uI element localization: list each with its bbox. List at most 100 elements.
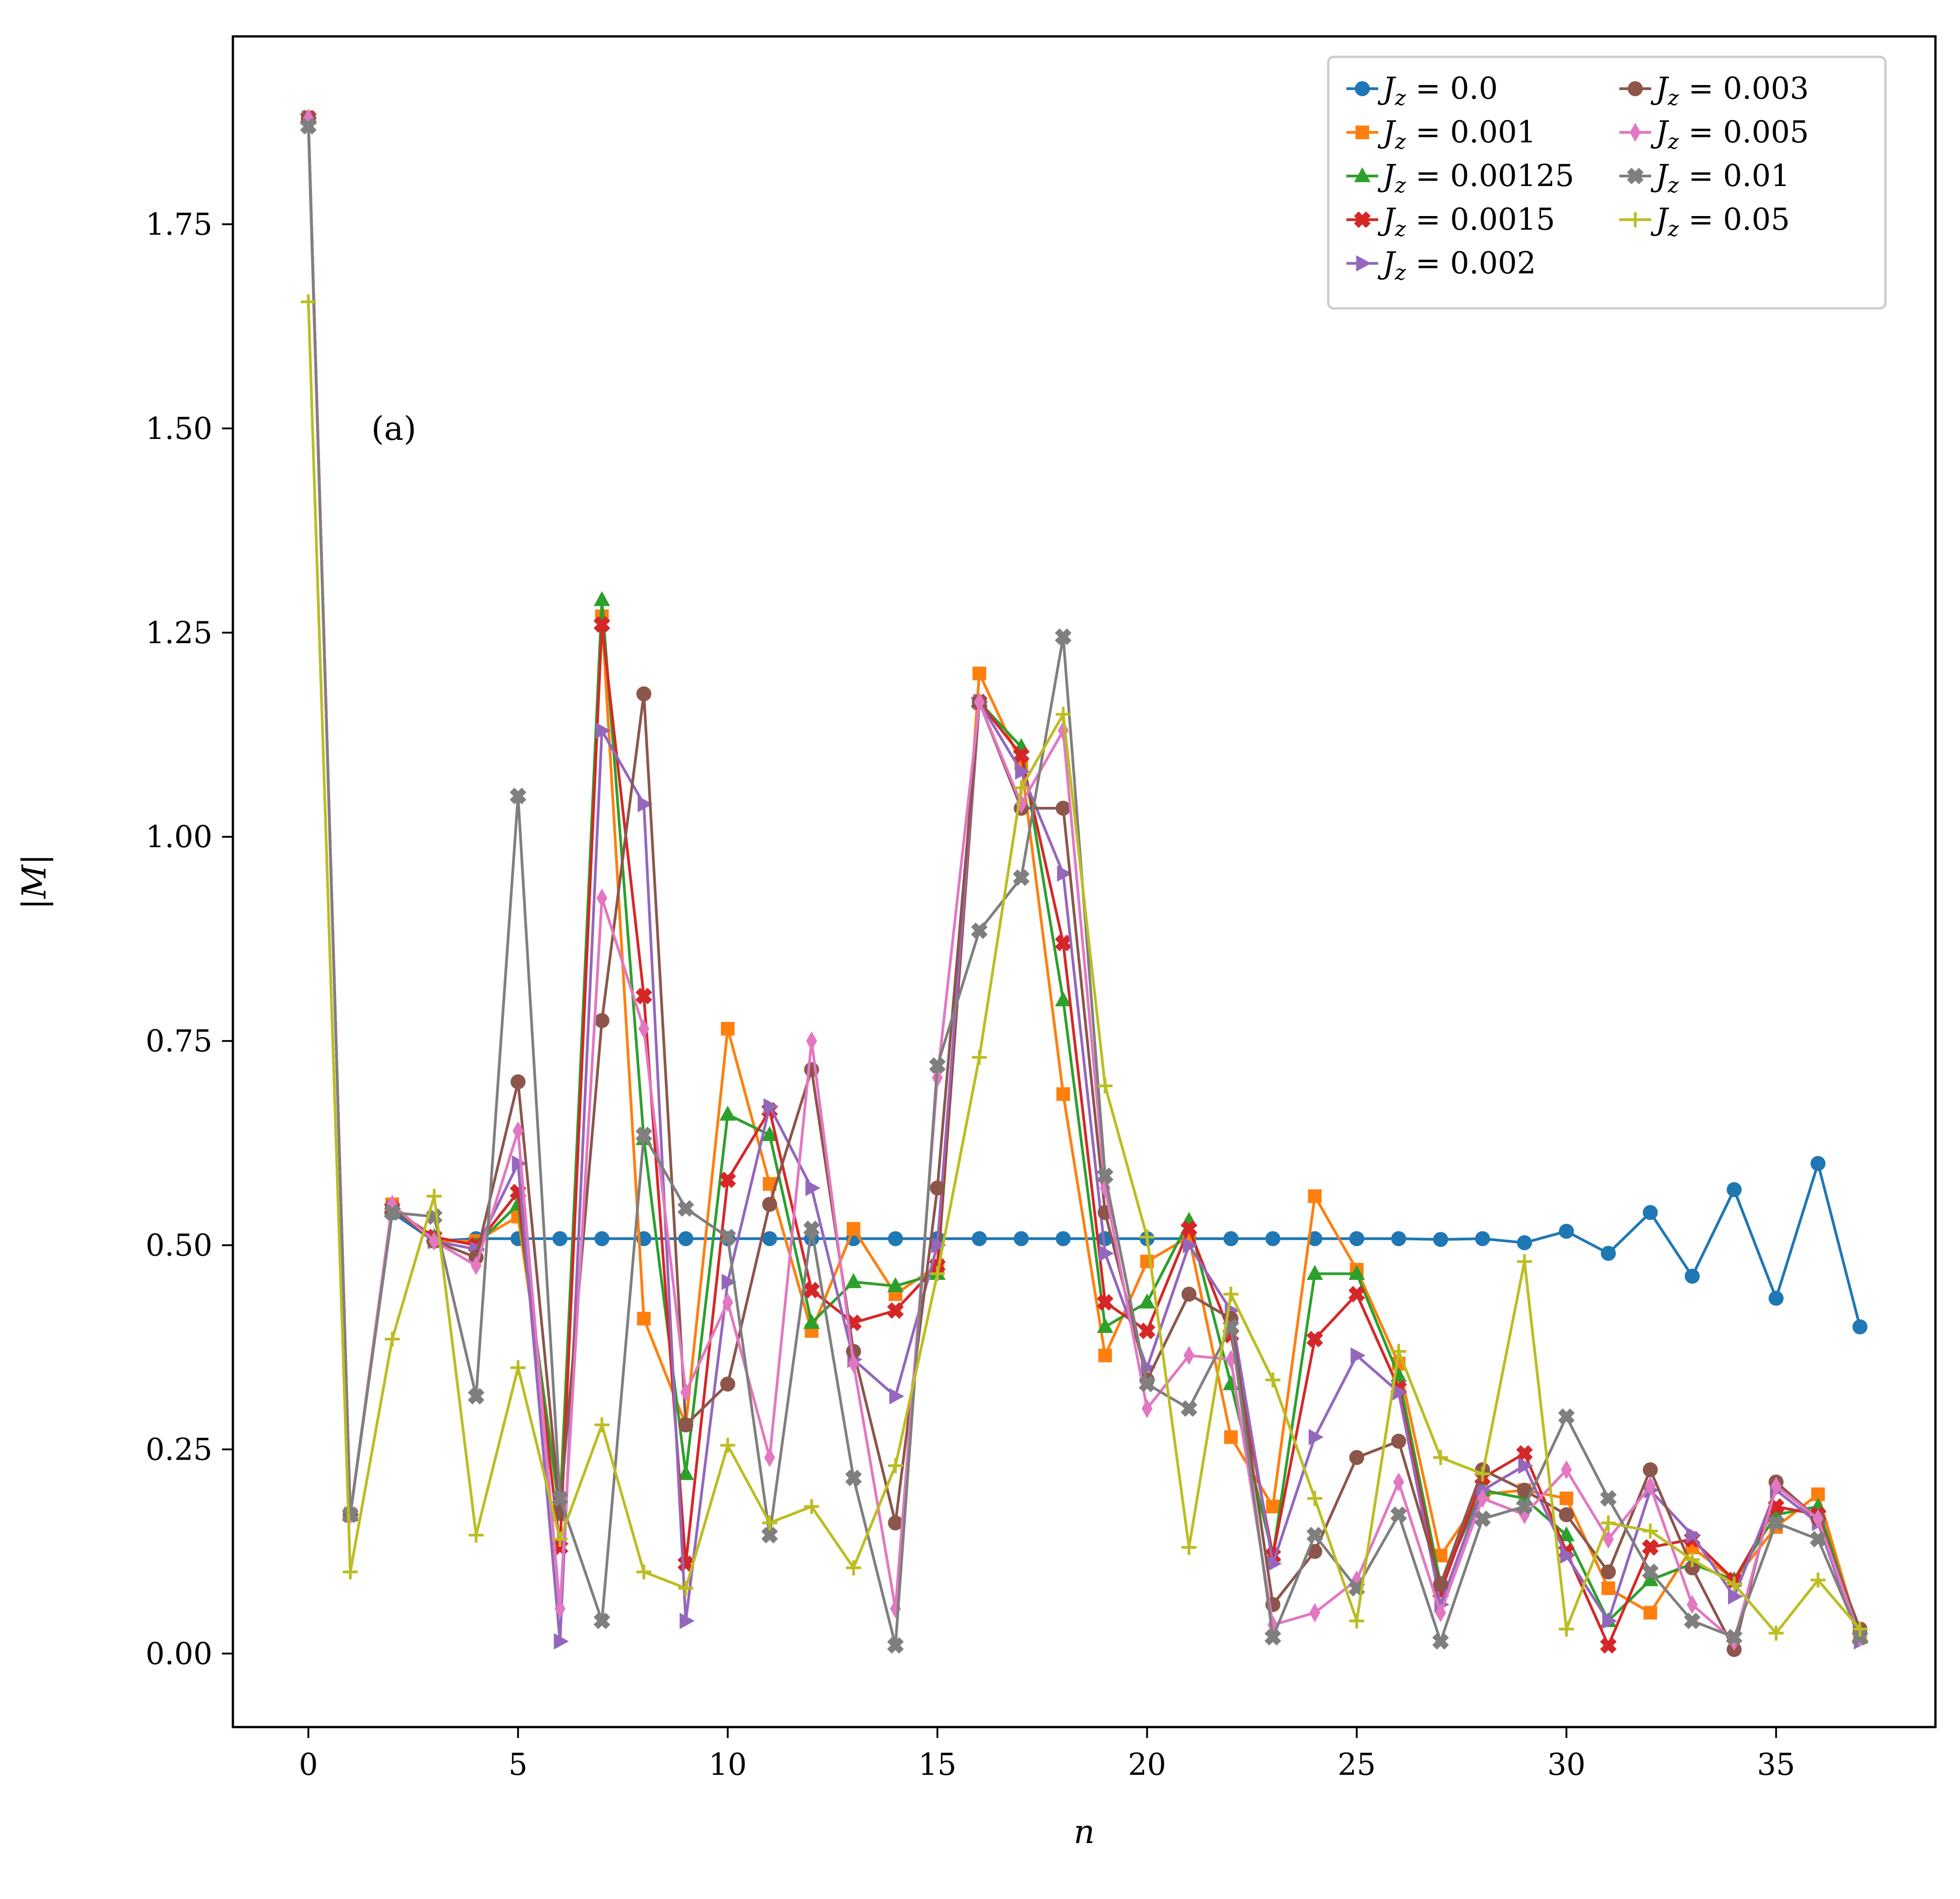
data-point-marker xyxy=(1559,1622,1574,1637)
data-point-marker xyxy=(636,686,651,701)
data-point-marker xyxy=(1350,1347,1366,1364)
data-point-marker xyxy=(678,1231,694,1246)
data-point-marker xyxy=(1141,1399,1153,1418)
data-point-marker xyxy=(1851,1629,1869,1646)
panel-annotation: (a) xyxy=(371,409,416,448)
data-point-marker xyxy=(1852,1622,1868,1637)
data-point-marker xyxy=(1726,1577,1742,1592)
data-point-marker xyxy=(1055,801,1071,816)
data-point-marker xyxy=(1645,1476,1656,1496)
data-point-marker xyxy=(1308,1189,1322,1203)
data-point-marker xyxy=(1435,1603,1446,1622)
data-point-marker xyxy=(1726,1182,1742,1197)
data-point-marker xyxy=(1684,1269,1700,1284)
data-point-marker xyxy=(1224,1430,1238,1444)
series-line xyxy=(307,118,1861,1643)
data-point-marker xyxy=(1097,1318,1114,1333)
data-point-marker xyxy=(1099,1245,1114,1262)
data-point-marker xyxy=(1057,865,1072,882)
data-point-marker xyxy=(1559,1507,1574,1522)
data-point-marker xyxy=(761,1526,778,1544)
data-point-marker xyxy=(1517,1235,1532,1250)
data-point-marker xyxy=(594,1231,610,1246)
series-line xyxy=(307,118,1861,1638)
data-point-marker xyxy=(1684,1612,1701,1629)
data-point-marker xyxy=(678,1581,694,1596)
data-point-marker xyxy=(930,1180,945,1196)
data-point-marker xyxy=(761,1126,778,1141)
data-point-marker xyxy=(1852,1319,1868,1335)
data-point-marker xyxy=(1392,1384,1408,1400)
data-point-marker xyxy=(468,1388,484,1405)
data-point-marker xyxy=(1306,1330,1323,1348)
data-point-marker xyxy=(762,1197,777,1212)
data-point-marker xyxy=(972,666,987,680)
data-point-marker xyxy=(1643,1523,1658,1539)
x-tick-label: 0 xyxy=(299,1747,318,1782)
data-point-marker xyxy=(887,1277,904,1292)
y-axis-ticks: 0.00 0.25 0.50 0.75 1.00 1.25 1.50 1.75 xyxy=(146,207,233,1671)
data-point-marker xyxy=(1013,869,1030,886)
series-line xyxy=(307,118,1861,1647)
data-point-marker xyxy=(342,1506,359,1523)
data-point-marker xyxy=(384,1204,401,1221)
x-tick-label: 15 xyxy=(918,1747,957,1782)
data-point-marker xyxy=(1686,1527,1701,1544)
data-point-marker xyxy=(1684,1560,1700,1576)
data-point-marker xyxy=(594,591,610,606)
data-point-marker xyxy=(1139,1375,1156,1393)
data-point-marker xyxy=(1558,1408,1575,1425)
data-point-marker xyxy=(1812,1509,1824,1529)
data-point-marker xyxy=(1643,1205,1658,1220)
data-point-marker xyxy=(1013,780,1029,796)
data-point-marker xyxy=(1474,1510,1491,1527)
data-point-marker xyxy=(1266,1555,1282,1572)
data-point-marker xyxy=(722,1293,733,1312)
legend-label: Jz = 0.002 xyxy=(1377,246,1536,285)
data-point-marker xyxy=(804,1499,819,1514)
y-tick-label: 0.75 xyxy=(146,1024,212,1059)
y-tick-label: 0.25 xyxy=(146,1432,212,1467)
data-point-marker xyxy=(1642,1539,1659,1556)
data-point-marker xyxy=(1433,1232,1448,1247)
data-point-marker xyxy=(1139,1322,1156,1340)
data-point-marker xyxy=(1355,81,1370,96)
data-point-marker xyxy=(1307,1491,1323,1506)
data-point-marker xyxy=(301,294,316,310)
data-point-marker xyxy=(1097,1167,1114,1184)
data-point-marker xyxy=(1056,1087,1070,1101)
data-point-marker xyxy=(635,1126,652,1143)
data-point-marker xyxy=(552,1531,568,1547)
y-tick-label: 1.50 xyxy=(146,411,212,446)
data-point-marker xyxy=(1517,1254,1532,1269)
data-point-marker xyxy=(1354,211,1371,228)
data-point-marker xyxy=(1309,1603,1320,1622)
data-point-marker xyxy=(1642,1571,1659,1587)
data-point-marker xyxy=(1558,1526,1575,1541)
data-point-marker xyxy=(1475,1466,1490,1481)
data-point-marker xyxy=(719,1229,736,1245)
data-point-marker xyxy=(1643,1462,1658,1477)
data-point-marker xyxy=(1600,1490,1617,1507)
data-point-marker xyxy=(596,888,608,908)
data-point-marker xyxy=(384,1331,400,1347)
data-point-marker xyxy=(1306,1526,1323,1544)
data-point-marker xyxy=(680,1612,695,1629)
data-point-marker xyxy=(1183,1237,1198,1254)
x-tick-label: 20 xyxy=(1128,1747,1166,1782)
data-point-marker xyxy=(1055,934,1072,952)
data-point-marker xyxy=(1055,706,1071,722)
data-point-marker xyxy=(637,1312,651,1326)
data-point-marker xyxy=(887,1637,904,1654)
data-point-marker xyxy=(1433,1577,1448,1592)
data-point-marker xyxy=(1098,1078,1113,1093)
data-point-marker xyxy=(887,1302,904,1319)
x-tick-label: 5 xyxy=(509,1747,528,1782)
data-point-marker xyxy=(678,1417,694,1433)
data-point-marker xyxy=(803,1314,820,1329)
data-point-marker xyxy=(1139,1229,1155,1245)
data-point-marker xyxy=(595,722,611,739)
data-point-marker xyxy=(931,1237,947,1254)
